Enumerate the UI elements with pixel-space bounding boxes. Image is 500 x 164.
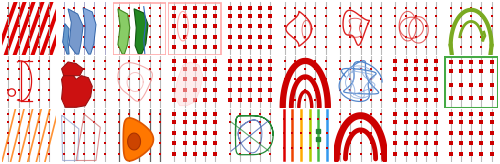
Polygon shape — [128, 133, 140, 150]
Polygon shape — [68, 9, 83, 54]
Polygon shape — [62, 24, 69, 54]
Polygon shape — [62, 72, 92, 107]
Polygon shape — [118, 9, 130, 54]
Polygon shape — [83, 8, 96, 54]
Polygon shape — [134, 9, 148, 54]
Circle shape — [64, 98, 70, 104]
Polygon shape — [62, 62, 83, 76]
Polygon shape — [124, 118, 154, 161]
Polygon shape — [174, 62, 203, 106]
